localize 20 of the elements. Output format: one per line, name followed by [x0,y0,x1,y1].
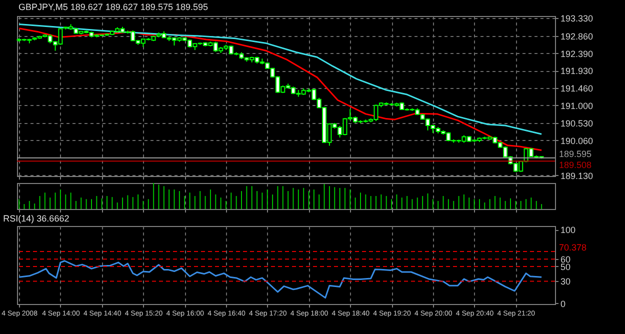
y-tick-label: 191.000 [560,100,594,111]
chart-title: GBPJPY,M5 189.627 189.627 189.575 189.595 [18,2,208,12]
y-tick-label: 191.460 [560,84,594,94]
line-series [18,23,542,135]
y-tick-label: 30 [560,276,571,287]
line-series [18,260,542,299]
ref-line-label: 189.508 [559,160,592,170]
y-tick-label: 189.130 [560,170,594,181]
y-tick-label: 192.390 [560,48,594,59]
y-tick-label: 100 [560,225,576,236]
y-tick-label: 0 [560,298,566,309]
line-series [18,28,542,151]
y-tick-label: 193.330 [560,14,594,24]
chart-title: RSI(14) 36.6662 [3,214,70,224]
y-tick-label: 190.530 [560,118,594,128]
y-tick-label: 192.860 [560,31,594,42]
ref-line-label: 189.595 [559,148,592,159]
y-tick-label: 190.060 [560,136,594,146]
ref-line-label: 70.378 [559,242,587,252]
y-tick-label: 191.930 [560,66,594,76]
